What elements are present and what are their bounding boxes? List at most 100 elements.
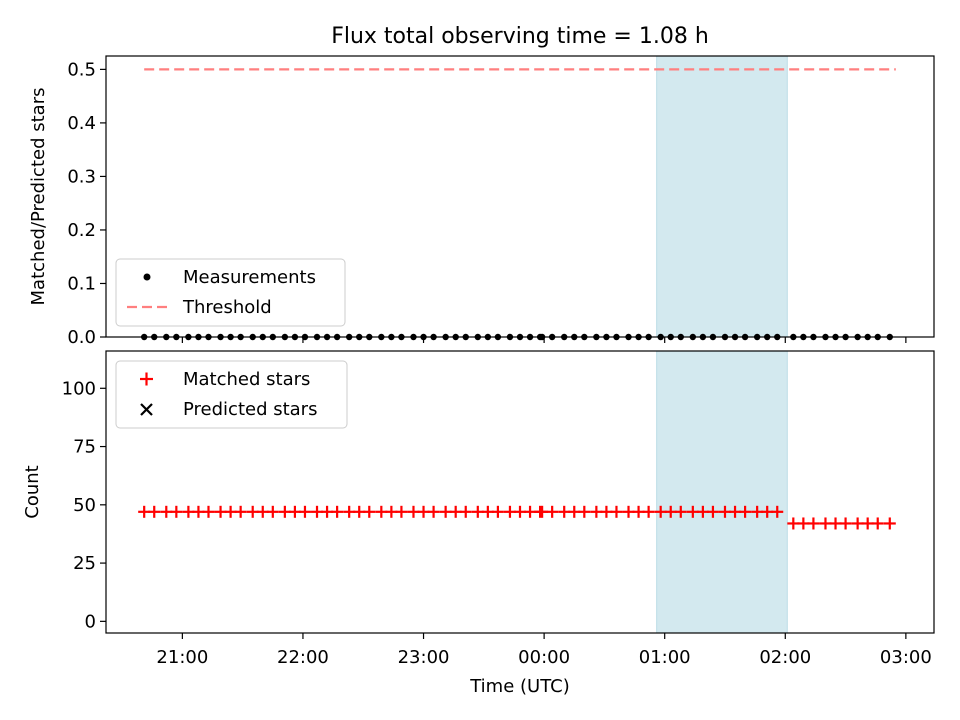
matched-star-point xyxy=(385,505,398,518)
top-y-axis-ticks: 0.0 0.1 0.2 0.3 0.4 0.5 xyxy=(67,59,106,348)
matched-star-point xyxy=(407,505,420,518)
bottom-x-axis-ticks: 21:00 22:00 23:00 00:00 01:00 02:00 03:00 xyxy=(156,633,932,668)
matched-star-point xyxy=(481,505,494,518)
matched-star-point xyxy=(427,505,440,518)
matched-star-point xyxy=(546,505,559,518)
top-legend: Measurements Threshold xyxy=(115,258,346,327)
matched-star-point xyxy=(234,505,247,518)
matched-star-point xyxy=(160,505,173,518)
matched-star-point xyxy=(787,517,800,530)
x-tick-label: 21:00 xyxy=(156,647,208,668)
matched-star-point xyxy=(829,517,842,530)
matched-star-point xyxy=(246,505,259,518)
matched-star-point xyxy=(883,517,896,530)
x-tick-label: 01:00 xyxy=(639,647,691,668)
matched-star-point xyxy=(797,517,810,530)
matched-star-point xyxy=(363,505,376,518)
matched-star-point xyxy=(503,505,516,518)
matched-star-point xyxy=(739,505,752,518)
matched-star-point xyxy=(706,505,719,518)
top-observing-window-shade xyxy=(656,55,788,338)
figure-title: Flux total observing time = 1.08 h xyxy=(331,24,709,49)
matched-star-point xyxy=(622,505,635,518)
top-y-tick-label: 0.3 xyxy=(67,166,96,187)
bottom-y-tick-label: 25 xyxy=(73,553,96,574)
legend-predicted-marker xyxy=(140,403,153,416)
matched-star-point xyxy=(654,505,667,518)
bottom-y-tick-label: 100 xyxy=(62,378,96,399)
legend-measurements-label: Measurements xyxy=(183,267,316,288)
matched-star-point xyxy=(288,505,301,518)
bottom-legend: Matched stars Predicted stars xyxy=(115,360,348,429)
matched-star-point xyxy=(610,505,623,518)
top-axes-frame xyxy=(105,55,935,338)
matched-star-point xyxy=(839,517,852,530)
bottom-panel: 0 25 50 75 100 21:00 22:00 23:00 00:00 01:00 02:0… xyxy=(22,350,935,697)
bottom-y-axis-ticks: 0 25 50 75 100 xyxy=(62,378,106,632)
matched-star-point xyxy=(321,505,334,518)
bottom-axes-frame xyxy=(105,350,935,634)
bottom-y-tick-label: 0 xyxy=(85,611,96,632)
legend-matched-marker xyxy=(140,372,153,386)
legend-measurements-marker xyxy=(143,273,151,281)
bottom-y-axis-label: Count xyxy=(22,465,43,518)
matched-star-point xyxy=(514,505,526,518)
bottom-observing-window-shade xyxy=(656,350,788,634)
top-y-tick-label: 0.0 xyxy=(67,327,96,348)
matched-star-point xyxy=(170,505,183,518)
top-panel: 0.0 0.1 0.2 0.3 0.4 0.5 Matched/Predicted sta… xyxy=(28,55,935,348)
matched-star-point xyxy=(298,505,311,518)
matched-star-point xyxy=(278,505,291,518)
top-y-tick-label: 0.5 xyxy=(67,59,96,80)
matched-star-point xyxy=(664,505,677,518)
top-y-tick-label: 0.4 xyxy=(67,113,96,134)
x-tick-label: 02:00 xyxy=(759,647,811,668)
matched-star-point xyxy=(751,505,764,518)
x-tick-label: 22:00 xyxy=(277,647,329,668)
x-tick-label: 00:00 xyxy=(518,647,570,668)
matched-star-point xyxy=(343,505,356,518)
x-tick-label: 03:00 xyxy=(880,647,932,668)
bottom-y-tick-label: 50 xyxy=(73,495,96,516)
matched-star-point xyxy=(632,505,645,518)
matched-star-point xyxy=(395,505,408,518)
matched-star-point xyxy=(558,505,571,518)
matched-star-point xyxy=(686,505,699,518)
top-y-tick-label: 0.2 xyxy=(67,220,96,241)
matched-star-point xyxy=(491,505,504,518)
matched-star-point xyxy=(578,505,591,518)
x-axis-label: Time (UTC) xyxy=(469,676,570,697)
matched-star-point xyxy=(819,517,832,530)
matched-star-point xyxy=(674,505,687,518)
matched-stars-series xyxy=(138,505,896,530)
matched-star-point xyxy=(182,505,195,518)
matched-star-point xyxy=(861,517,874,530)
matched-star-point xyxy=(138,505,151,518)
matched-star-point xyxy=(718,505,731,518)
matched-star-point xyxy=(590,505,603,518)
matched-star-point xyxy=(202,505,215,518)
matched-star-point xyxy=(761,505,774,518)
matched-star-point xyxy=(192,505,205,518)
matched-star-point xyxy=(851,517,864,530)
matched-star-point xyxy=(600,505,613,518)
top-y-axis-label: Matched/Predicted stars xyxy=(28,88,49,306)
matched-star-point xyxy=(729,505,742,518)
matched-star-point xyxy=(536,505,549,518)
matched-star-point xyxy=(311,505,324,518)
matched-star-point xyxy=(807,517,820,530)
matched-star-point xyxy=(224,505,237,518)
matched-star-point xyxy=(568,505,581,518)
matched-star-point xyxy=(871,517,884,530)
matched-star-point xyxy=(256,505,269,518)
legend-threshold-label: Threshold xyxy=(182,297,272,318)
matched-star-point xyxy=(439,505,452,518)
matched-star-point xyxy=(449,505,462,518)
matched-star-point xyxy=(266,505,279,518)
matched-star-point xyxy=(524,505,537,518)
matched-star-point xyxy=(471,505,484,518)
legend-predicted-label: Predicted stars xyxy=(183,399,317,420)
matched-star-point xyxy=(417,505,430,518)
matched-star-point xyxy=(459,505,472,518)
